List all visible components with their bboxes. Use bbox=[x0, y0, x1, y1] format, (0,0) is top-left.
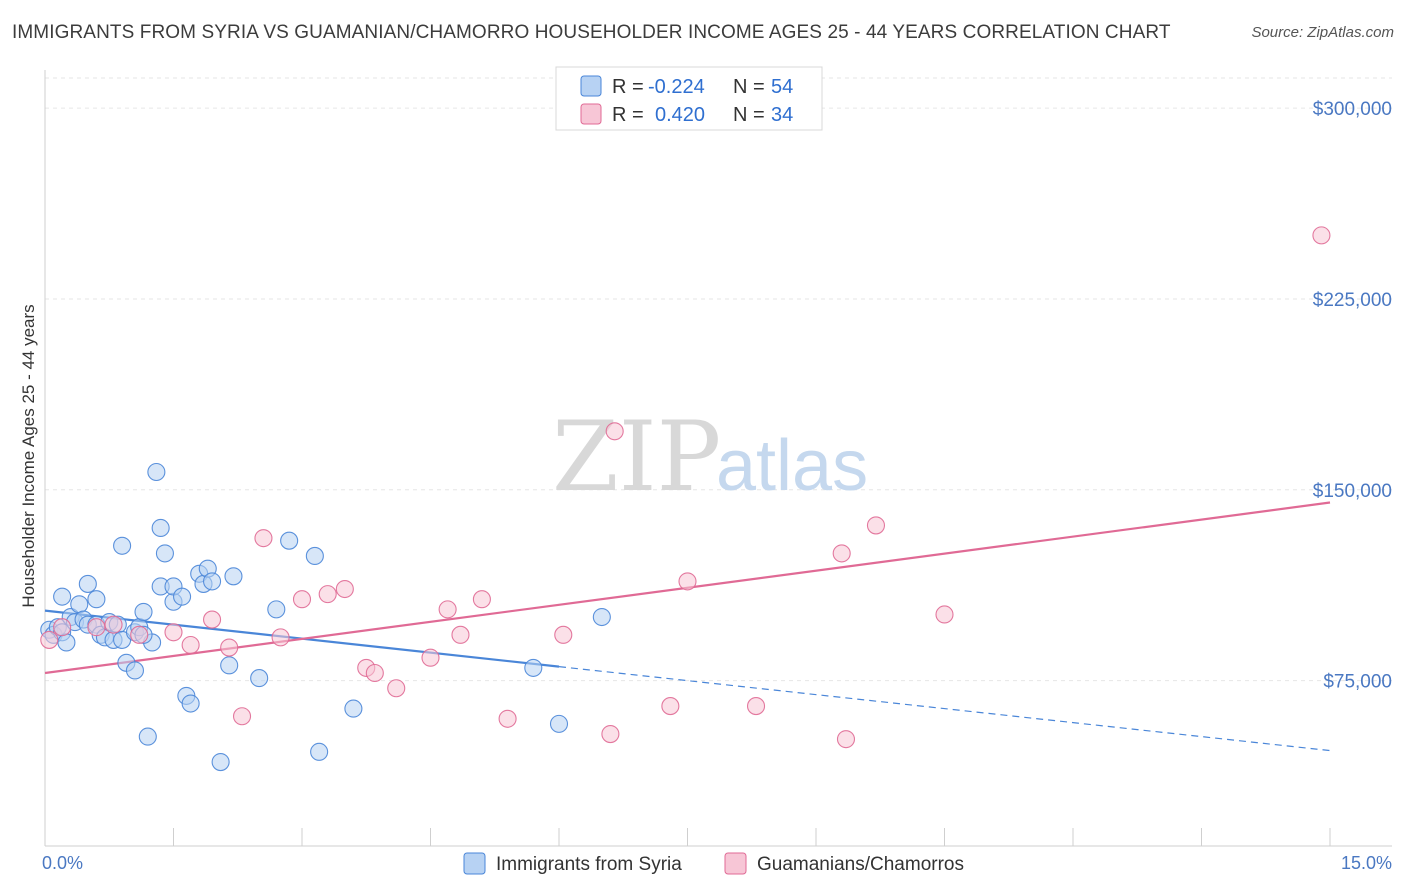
y-tick-labels: $300,000 $225,000 $150,000 $75,000 bbox=[1313, 99, 1392, 692]
watermark-atlas: atlas bbox=[716, 426, 868, 506]
legend-n-label-1: N = bbox=[733, 76, 765, 98]
guamanian-point-13 bbox=[318, 585, 337, 604]
guamanian-point-29 bbox=[832, 544, 851, 563]
syria-point-47 bbox=[305, 546, 324, 566]
syria-point-34 bbox=[173, 587, 192, 606]
source-label: Source: ZipAtlas.com bbox=[1251, 24, 1394, 41]
y-tick-label-0: $300,000 bbox=[1313, 99, 1392, 120]
y-tick-label-1: $225,000 bbox=[1313, 290, 1392, 311]
legend-n-value-1: 54 bbox=[771, 76, 793, 98]
syria-point-23 bbox=[125, 661, 144, 680]
syria-point-4 bbox=[53, 587, 72, 606]
series-legend-swatch-syria bbox=[463, 852, 486, 875]
series-legend-label-guamanian: Guamanians/Chamorros bbox=[757, 854, 964, 875]
guamanian-point-26 bbox=[661, 697, 680, 716]
guamanian-point-12 bbox=[292, 590, 312, 609]
series-legend-label-syria: Immigrants from Syria bbox=[496, 854, 682, 875]
syria-point-44 bbox=[250, 669, 269, 688]
syria-point-11 bbox=[78, 574, 97, 593]
y-axis-label: Householder Income Ages 25 - 44 years bbox=[19, 304, 38, 607]
guamanian-point-25 bbox=[605, 422, 624, 441]
guamanian-point-31 bbox=[866, 516, 886, 535]
guamanian-point-21 bbox=[472, 590, 491, 609]
guamanian-point-28 bbox=[746, 697, 766, 716]
legend-n-value-2: 34 bbox=[771, 104, 793, 126]
guamanian-point-17 bbox=[387, 679, 406, 698]
syria-point-36 bbox=[181, 694, 200, 713]
guamanian-point-4 bbox=[130, 625, 149, 644]
trendline-syria-extension bbox=[558, 666, 1331, 752]
syria-point-48 bbox=[310, 742, 329, 761]
y-tick-label-3: $75,000 bbox=[1323, 672, 1392, 693]
syria-point-29 bbox=[151, 518, 170, 538]
syria-point-41 bbox=[211, 752, 230, 772]
syria-point-25 bbox=[134, 602, 153, 621]
legend-r-value-2: 0.420 bbox=[655, 104, 705, 126]
syria-point-49 bbox=[344, 699, 363, 718]
syria-point-52 bbox=[592, 607, 611, 627]
guamanian-point-22 bbox=[498, 709, 517, 728]
chart-title: IMMIGRANTS FROM SYRIA VS GUAMANIAN/CHAMO… bbox=[12, 22, 1171, 43]
legend-r-label-2: R = bbox=[612, 104, 644, 126]
guamanian-point-10 bbox=[254, 529, 273, 548]
syria-point-28 bbox=[147, 462, 166, 482]
syria-point-46 bbox=[280, 531, 299, 550]
series-guamanian-points bbox=[40, 226, 1331, 749]
legend-n-label-2: N = bbox=[733, 104, 765, 126]
legend-r-value-1: -0.224 bbox=[648, 76, 705, 98]
syria-point-5 bbox=[57, 633, 76, 652]
guamanian-point-14 bbox=[335, 579, 354, 599]
guamanian-point-30 bbox=[836, 730, 856, 749]
syria-point-8 bbox=[70, 595, 89, 614]
gridlines bbox=[45, 77, 1392, 682]
correlation-legend: R = -0.224 N = 54 R = 0.420 N = 34 bbox=[555, 66, 823, 131]
guamanian-point-3 bbox=[104, 615, 123, 634]
guamanian-point-33 bbox=[1312, 226, 1331, 245]
syria-point-40 bbox=[203, 572, 222, 591]
guamanian-point-2 bbox=[87, 618, 106, 637]
x-tick-label-left: 0.0% bbox=[42, 853, 83, 873]
series-syria-points bbox=[40, 462, 611, 772]
guamanian-point-6 bbox=[181, 635, 200, 655]
legend-swatch-pink bbox=[580, 103, 602, 125]
series-legend: Immigrants from Syria Guamanians/Chamorr… bbox=[463, 852, 964, 875]
guamanian-point-32 bbox=[935, 605, 954, 624]
guamanian-point-7 bbox=[203, 610, 222, 629]
series-legend-swatch-guamanian bbox=[724, 852, 747, 875]
syria-point-42 bbox=[220, 656, 239, 675]
legend-r-label-1: R = bbox=[612, 76, 644, 98]
guamanian-point-18 bbox=[421, 648, 440, 667]
legend-swatch-blue bbox=[580, 75, 602, 97]
syria-point-12 bbox=[87, 590, 106, 609]
syria-point-31 bbox=[155, 544, 174, 563]
guamanian-point-1 bbox=[53, 618, 72, 637]
guamanian-point-11 bbox=[271, 628, 290, 647]
guamanian-point-19 bbox=[438, 600, 457, 619]
guamanian-point-8 bbox=[220, 638, 239, 657]
syria-point-43 bbox=[224, 567, 243, 586]
x-tick-label-right: 15.0% bbox=[1341, 853, 1392, 873]
guamanian-point-5 bbox=[164, 623, 183, 642]
guamanian-point-0 bbox=[40, 630, 59, 649]
guamanian-point-16 bbox=[365, 663, 384, 683]
guamanian-point-23 bbox=[554, 625, 573, 644]
syria-point-45 bbox=[267, 600, 286, 619]
syria-point-20 bbox=[113, 536, 132, 555]
guamanian-point-9 bbox=[232, 707, 252, 726]
watermark-zip: ZIP bbox=[552, 401, 721, 513]
syria-point-51 bbox=[549, 714, 569, 733]
syria-point-50 bbox=[524, 658, 543, 677]
guamanian-point-27 bbox=[678, 572, 697, 591]
guamanian-point-24 bbox=[601, 725, 620, 744]
syria-point-26 bbox=[138, 727, 157, 746]
guamanian-point-20 bbox=[451, 625, 470, 644]
x-ticks bbox=[173, 828, 1331, 846]
y-tick-label-2: $150,000 bbox=[1313, 481, 1392, 502]
